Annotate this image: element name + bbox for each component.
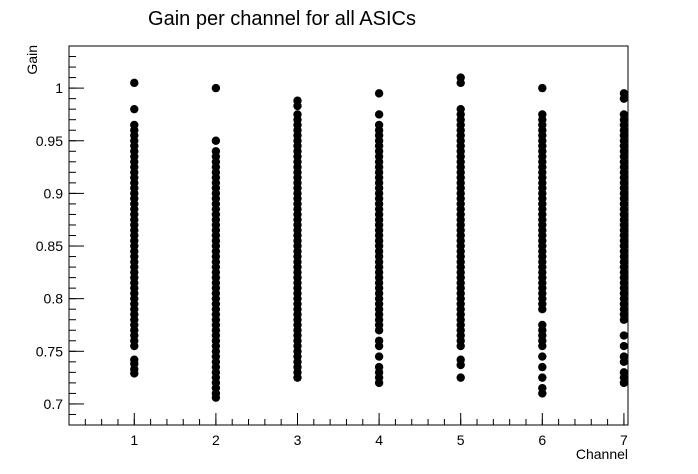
x-tick-label: 1 xyxy=(130,432,138,448)
data-point xyxy=(293,101,302,111)
y-tick-label: 1 xyxy=(55,80,63,96)
data-point xyxy=(538,83,547,93)
data-point xyxy=(130,78,139,88)
data-point xyxy=(538,352,547,361)
y-tick-label: 0.9 xyxy=(44,185,64,201)
data-point xyxy=(619,94,629,103)
data-point xyxy=(619,378,629,388)
data-point xyxy=(619,357,629,367)
data-point xyxy=(130,341,139,351)
data-point xyxy=(374,89,384,98)
data-point xyxy=(374,341,384,351)
data-point xyxy=(211,136,221,145)
data-point xyxy=(538,389,547,398)
data-point xyxy=(211,83,221,93)
data-point xyxy=(619,315,629,324)
data-point xyxy=(374,110,384,119)
data-point xyxy=(456,360,465,370)
y-tick-label: 0.7 xyxy=(44,396,64,412)
data-point xyxy=(538,373,547,382)
data-point xyxy=(130,104,139,114)
y-tick-label: 0.95 xyxy=(36,133,63,149)
data-point xyxy=(130,369,139,378)
x-tick-label: 7 xyxy=(620,432,628,448)
y-axis-label: Gain xyxy=(24,45,40,75)
data-point xyxy=(293,373,302,382)
data-point xyxy=(538,304,547,314)
data-point xyxy=(456,373,465,382)
data-point xyxy=(211,393,221,402)
data-point xyxy=(374,352,384,361)
y-tick-label: 0.85 xyxy=(36,238,63,254)
data-point xyxy=(619,331,629,340)
data-point xyxy=(456,78,465,88)
data-point xyxy=(538,341,547,351)
x-tick-label: 4 xyxy=(375,432,383,448)
data-point xyxy=(374,378,384,388)
y-tick-label: 0.75 xyxy=(36,343,63,359)
data-point xyxy=(456,341,465,351)
axes: 1 2 3 4 5 6 7 0.7 0.75 0.8 0.85 0.9 0.95 1 xyxy=(36,45,629,448)
data-points xyxy=(130,73,629,402)
data-point xyxy=(619,341,629,351)
x-tick-label: 3 xyxy=(294,432,302,448)
x-tick-label: 5 xyxy=(457,432,465,448)
x-tick-label: 6 xyxy=(538,432,546,448)
data-point xyxy=(538,362,547,372)
y-tick-label: 0.8 xyxy=(44,291,64,307)
x-axis-label: Channel xyxy=(576,446,628,462)
chart-title: Gain per channel for all ASICs xyxy=(148,8,416,30)
x-tick-label: 2 xyxy=(212,432,220,448)
data-point xyxy=(374,326,384,335)
